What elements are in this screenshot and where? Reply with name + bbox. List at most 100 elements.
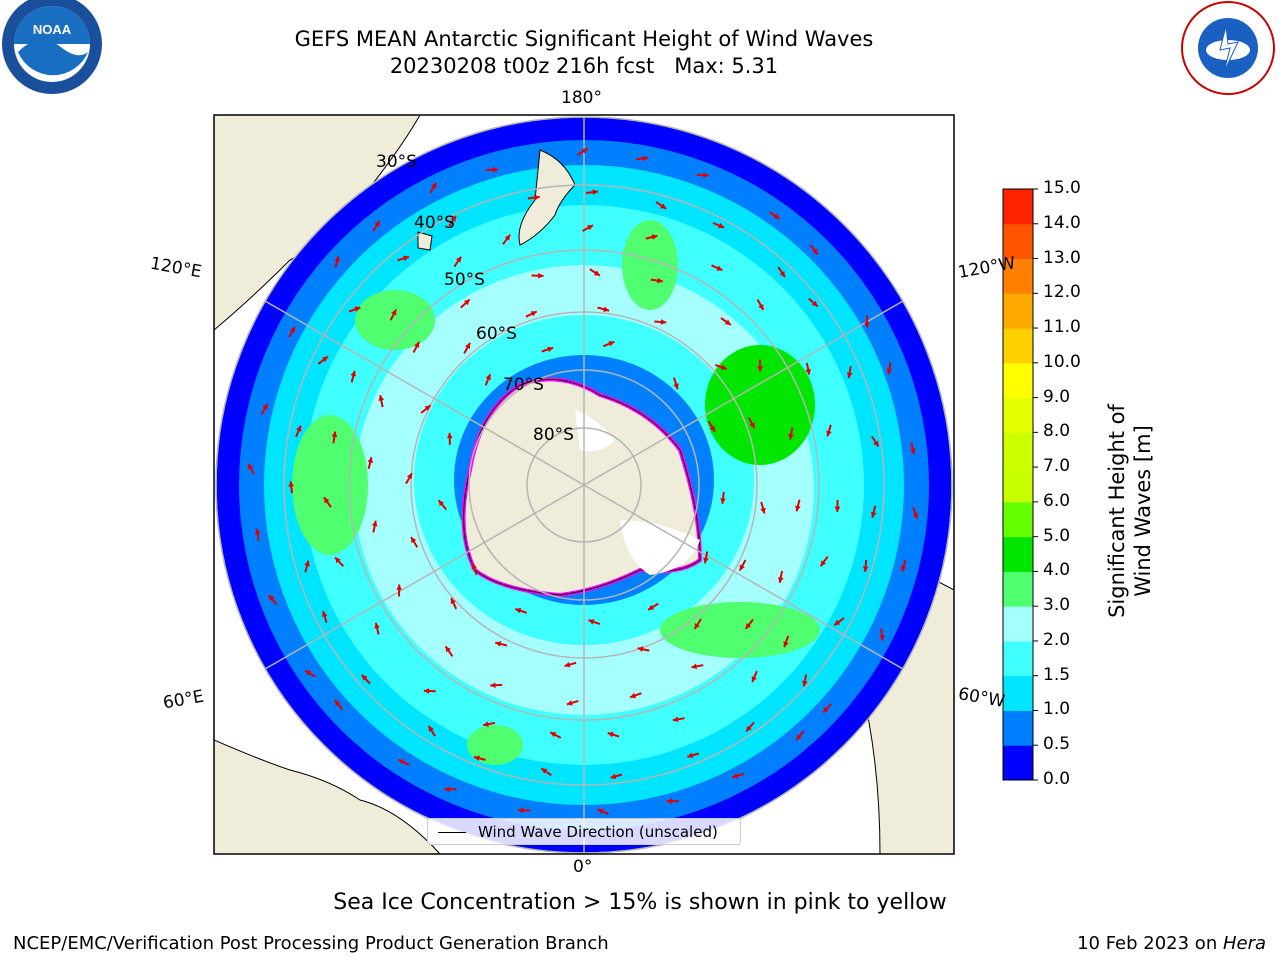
wave-arrow-head <box>354 306 361 312</box>
colorbar-bin <box>1003 501 1033 538</box>
wave-patch <box>622 220 678 310</box>
colorbar-tick-label: 1.0 <box>1043 699 1071 720</box>
wave-arrow-head <box>248 463 254 470</box>
lat-label-70s: 70°S <box>503 375 544 395</box>
wave-arrow-head <box>746 725 752 732</box>
colorbar-bin <box>1003 710 1033 746</box>
wave-arrow-head <box>445 646 451 653</box>
footer-date-text: 10 Feb 2023 on <box>1077 933 1223 954</box>
wave-arrow-head <box>709 425 715 432</box>
wave-arrow-head <box>834 619 841 626</box>
colorbar-bin <box>1003 432 1033 468</box>
lon-label-0: 0° <box>573 857 593 877</box>
wave-arrow-head <box>288 481 295 487</box>
wave-arrow-head <box>778 577 784 583</box>
map-legend: Wind Wave Direction (unscaled) <box>427 818 741 845</box>
colorbar-tick-label: 9.0 <box>1043 386 1071 407</box>
wave-arrow-head <box>414 341 420 348</box>
wave-arrow-head <box>450 598 456 605</box>
wave-arrow-head <box>367 457 373 463</box>
wave-arrow-head <box>610 773 617 780</box>
wave-arrow-head <box>720 498 726 504</box>
wave-arrow-head <box>550 732 557 738</box>
wave-arrow-head <box>566 700 573 706</box>
colorbar-tick-label: 7.0 <box>1043 456 1071 477</box>
wave-arrow-head <box>672 716 679 723</box>
lat-label-30s: 30°S <box>376 152 417 172</box>
wave-arrow-head <box>673 383 679 390</box>
colorbar-tick-label: 6.0 <box>1043 490 1071 511</box>
colorbar-tick-label: 13.0 <box>1043 247 1081 268</box>
wave-arrow-head <box>403 255 409 262</box>
wave-arrow-head <box>779 271 785 278</box>
wave-arrow-head <box>541 768 548 774</box>
wave-arrow-head <box>398 759 405 765</box>
wave-arrow-head <box>547 346 554 353</box>
wave-arrow-head <box>268 595 275 601</box>
legend-line <box>438 832 466 833</box>
svg-text:NOAA: NOAA <box>33 22 72 37</box>
wave-patch <box>467 725 523 765</box>
wave-arrow-head <box>334 256 340 262</box>
wave-arrow-head <box>637 646 644 652</box>
colorbar-tick-label: 1.5 <box>1043 664 1071 685</box>
wave-arrow-head <box>374 220 380 227</box>
colorbar-bin <box>1003 467 1033 503</box>
wave-direction-arrows <box>247 147 919 816</box>
wave-arrow-head <box>720 364 727 370</box>
wave-arrow-head <box>703 557 709 564</box>
wave-arrow-head <box>660 319 667 325</box>
wave-arrow-head <box>490 682 496 689</box>
colorbar-frame <box>1002 188 1034 781</box>
wave-arrow-head <box>751 676 757 683</box>
wave-arrow-head <box>783 641 789 648</box>
wave-arrow-head <box>886 368 893 375</box>
colorbar-tick-label: 2.0 <box>1043 629 1071 650</box>
colorbar <box>1002 188 1038 781</box>
wave-arrow-head <box>749 422 755 429</box>
colorbar-tick-label: 14.0 <box>1043 212 1081 233</box>
wave-arrow-head <box>304 560 310 567</box>
wave-arrow-head <box>262 403 268 410</box>
wave-arrow-head <box>423 688 430 694</box>
wave-arrow-head <box>471 563 477 570</box>
wave-arrow-head <box>703 172 709 178</box>
wave-arrow-head <box>666 798 672 804</box>
wave-arrow-head <box>424 405 431 411</box>
wave-arrow-head <box>630 692 636 699</box>
chart-subtitle: 20230208 t00z 216h fcst Max: 5.31 <box>389 54 779 78</box>
wave-arrow-head <box>296 425 302 432</box>
wave-arrow-head <box>289 326 295 333</box>
colorbar-bin <box>1003 223 1033 260</box>
wave-arrow-head <box>361 674 368 681</box>
wave-arrow-head <box>588 619 595 625</box>
wave-arrow-head <box>581 148 588 154</box>
wave-arrow-head <box>802 680 808 687</box>
wave-arrow-head <box>396 584 402 590</box>
wave-arrow-head <box>760 507 766 514</box>
lon-label-180: 180° <box>561 88 602 108</box>
wave-arrow-head <box>812 248 818 255</box>
wave-arrow-head <box>446 432 453 439</box>
graticule <box>216 117 952 853</box>
colorbar-tick-label: 0.5 <box>1043 734 1071 755</box>
wave-arrow-head <box>758 304 764 310</box>
wave-arrow-head <box>463 299 470 306</box>
wave-arrow-head <box>254 528 261 535</box>
wave-arrow-head <box>465 342 471 349</box>
colorbar-tick-label: 3.0 <box>1043 595 1071 616</box>
wave-arrow-head <box>334 700 341 706</box>
wave-arrow-head <box>820 560 826 567</box>
wave-arrow-head <box>592 189 598 195</box>
colorbar-tick-label: 10.0 <box>1043 351 1081 372</box>
colorbar-bin <box>1003 640 1033 677</box>
wave-arrow-head <box>910 448 916 455</box>
wave-arrow-head <box>657 277 663 284</box>
wave-arrow-head <box>335 557 341 564</box>
wave-patch <box>660 602 820 658</box>
nws-logo <box>1181 1 1275 95</box>
wave-arrow-head <box>374 622 380 629</box>
wave-arrow-head <box>642 155 648 162</box>
colorbar-bin <box>1003 675 1033 711</box>
wave-arrow-head <box>495 641 502 647</box>
